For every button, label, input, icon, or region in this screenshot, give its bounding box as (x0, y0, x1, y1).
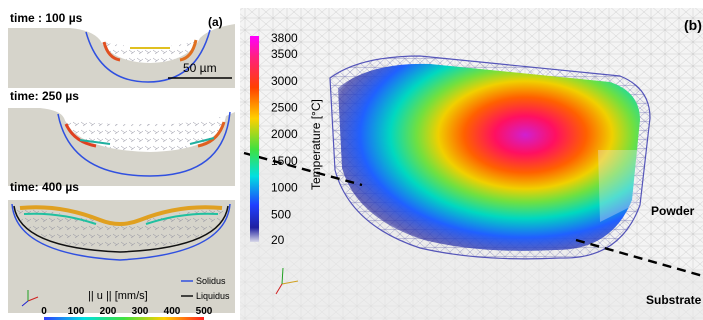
velocity-tick-label: 300 (132, 306, 149, 317)
axes-triad-a (21, 290, 39, 307)
panel-b (240, 8, 703, 320)
panel-a-label: (a) (208, 15, 223, 29)
temperature-colorbar-title: Temperature [°C] (309, 99, 323, 190)
panel-a (8, 8, 235, 313)
axes-triad-b (275, 267, 299, 295)
temperature-tick-label: 1000 (271, 181, 298, 195)
temperature-tick-label: 2500 (271, 101, 298, 115)
time-label-100us: time : 100 µs (10, 11, 83, 25)
powder-label: Powder (651, 204, 695, 218)
velocity-tick-label: 0 (41, 306, 47, 317)
temperature-tick-label: 3000 (271, 74, 298, 88)
velocity-tick-label: 100 (68, 306, 85, 317)
scale-bar-label: 50 µm (183, 61, 217, 75)
snapshot-250us (8, 102, 235, 186)
time-label-250us: time: 250 µs (10, 89, 79, 103)
substrate-label: Substrate (646, 293, 702, 307)
legend-solidus: Solidus (196, 276, 226, 286)
panel-b-label: (b) (684, 17, 702, 33)
temperature-tick-label: 500 (271, 207, 291, 221)
temperature-colorbar (250, 36, 259, 242)
temperature-tick-label: 2000 (271, 127, 298, 141)
interface-line-right (575, 238, 703, 278)
velocity-tick-label: 200 (100, 306, 117, 317)
temperature-colorbar-ticks: 3800 3500 3000 2500 2000 1500 1000 500 20 (271, 31, 298, 247)
legend-liquidus: Liquidus (196, 291, 230, 301)
velocity-tick-label: 400 (164, 306, 181, 317)
temperature-tick-label: 1500 (271, 154, 298, 168)
velocity-colorbar-title: || u || [mm/s] (88, 290, 148, 302)
time-label-400us: time: 400 µs (10, 180, 79, 194)
velocity-colorbar-ticks: 0 100 200 300 400 500 (41, 306, 213, 317)
snapshot-100us (8, 8, 235, 88)
snapshot-400us (8, 193, 235, 313)
temperature-tick-label: 3800 (271, 31, 298, 45)
velocity-colorbar (44, 317, 204, 320)
temperature-tick-label: 3500 (271, 47, 298, 61)
interface-line-left (243, 151, 363, 187)
temperature-tick-label: 20 (271, 233, 285, 247)
velocity-tick-label: 500 (196, 306, 213, 317)
